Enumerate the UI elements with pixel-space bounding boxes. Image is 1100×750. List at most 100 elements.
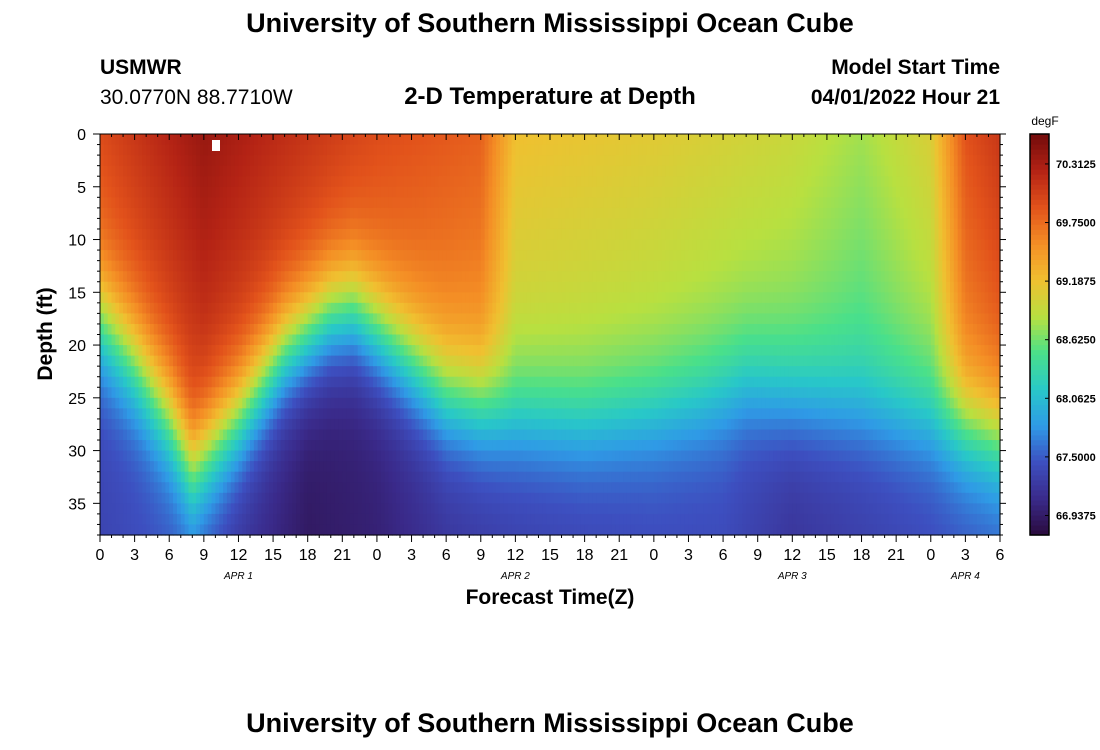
heatmap-cell <box>173 514 177 525</box>
heatmap-cell <box>246 208 250 219</box>
heatmap-cell <box>400 514 404 525</box>
heatmap-cell <box>515 429 519 440</box>
heatmap-cell <box>419 197 423 208</box>
heatmap-cell <box>238 282 242 293</box>
heatmap-cell <box>162 240 166 251</box>
heatmap-cell <box>362 429 366 440</box>
heatmap-cell <box>177 419 181 430</box>
heatmap-cell <box>196 134 200 145</box>
heatmap-cell <box>558 166 562 177</box>
heatmap-cell <box>462 155 466 166</box>
heatmap-cell <box>288 451 292 462</box>
heatmap-cell <box>238 292 242 303</box>
heatmap-cell <box>488 524 492 535</box>
heatmap-cell <box>119 377 123 388</box>
heatmap-cell <box>123 398 127 409</box>
heatmap-cell <box>269 377 273 388</box>
heatmap-cell <box>450 134 454 145</box>
heatmap-cell <box>392 134 396 145</box>
heatmap-cell <box>523 461 527 472</box>
heatmap-cell <box>104 503 108 514</box>
heatmap-cell <box>208 419 212 430</box>
heatmap-cell <box>219 240 223 251</box>
heatmap-cell <box>508 482 512 493</box>
heatmap-cell <box>235 482 239 493</box>
heatmap-cell <box>477 155 481 166</box>
heatmap-cell <box>208 472 212 483</box>
heatmap-cell <box>504 250 508 261</box>
heatmap-cell <box>181 197 185 208</box>
heatmap-cell <box>492 155 496 166</box>
heatmap-cell <box>492 419 496 430</box>
heatmap-cell <box>431 292 435 303</box>
heatmap-cell <box>238 377 242 388</box>
heatmap-cell <box>469 398 473 409</box>
heatmap-cell <box>469 261 473 272</box>
heatmap-cell <box>273 303 277 314</box>
heatmap-cell <box>300 303 304 314</box>
heatmap-cell <box>462 271 466 282</box>
heatmap-cell <box>415 514 419 525</box>
heatmap-cell <box>319 482 323 493</box>
heatmap-cell <box>512 493 516 504</box>
heatmap-cell <box>169 387 173 398</box>
heatmap-cell <box>396 387 400 398</box>
heatmap-cell <box>427 440 431 451</box>
heatmap-cell <box>577 398 581 409</box>
heatmap-cell <box>592 440 596 451</box>
heatmap-cell <box>246 440 250 451</box>
heatmap-cell <box>423 503 427 514</box>
heatmap-cell <box>127 324 131 335</box>
heatmap-cell <box>315 419 319 430</box>
heatmap-cell <box>288 197 292 208</box>
heatmap-cell <box>538 208 542 219</box>
heatmap-cell <box>435 493 439 504</box>
heatmap-cell <box>469 472 473 483</box>
heatmap-cell <box>408 493 412 504</box>
heatmap-cell <box>581 261 585 272</box>
heatmap-cell <box>496 387 500 398</box>
heatmap-cell <box>500 377 504 388</box>
heatmap-cell <box>185 218 189 229</box>
heatmap-cell <box>331 134 335 145</box>
heatmap-cell <box>285 187 289 198</box>
heatmap-cell <box>408 524 412 535</box>
heatmap-cell <box>369 493 373 504</box>
heatmap-cell <box>196 356 200 367</box>
heatmap-cell <box>154 451 158 462</box>
heatmap-cell <box>358 398 362 409</box>
heatmap-cell <box>546 335 550 346</box>
heatmap-cell <box>435 408 439 419</box>
heatmap-cell <box>292 387 296 398</box>
heatmap-cell <box>204 176 208 187</box>
heatmap-cell <box>542 313 546 324</box>
heatmap-cell <box>131 335 135 346</box>
heatmap-cell <box>312 335 316 346</box>
heatmap-cell <box>308 145 312 156</box>
heatmap-cell <box>196 218 200 229</box>
heatmap-cell <box>192 398 196 409</box>
heatmap-cell <box>196 271 200 282</box>
heatmap-cell <box>485 208 489 219</box>
heatmap-cell <box>400 187 404 198</box>
heatmap-cell <box>162 155 166 166</box>
heatmap-cell <box>292 261 296 272</box>
heatmap-cell <box>204 303 208 314</box>
heatmap-cell <box>131 419 135 430</box>
heatmap-cell <box>408 208 412 219</box>
heatmap-cell <box>219 356 223 367</box>
heatmap-cell <box>512 398 516 409</box>
heatmap-cell <box>558 240 562 251</box>
heatmap-cell <box>592 514 596 525</box>
heatmap-cell <box>369 524 373 535</box>
heatmap-cell <box>212 366 216 377</box>
heatmap-cell <box>285 472 289 483</box>
heatmap-cell <box>431 345 435 356</box>
heatmap-cell <box>269 429 273 440</box>
heatmap-cell <box>508 524 512 535</box>
heatmap-cell <box>227 482 231 493</box>
heatmap-cell <box>265 398 269 409</box>
heatmap-cell <box>596 261 600 272</box>
heatmap-cell <box>288 176 292 187</box>
heatmap-cell <box>200 387 204 398</box>
